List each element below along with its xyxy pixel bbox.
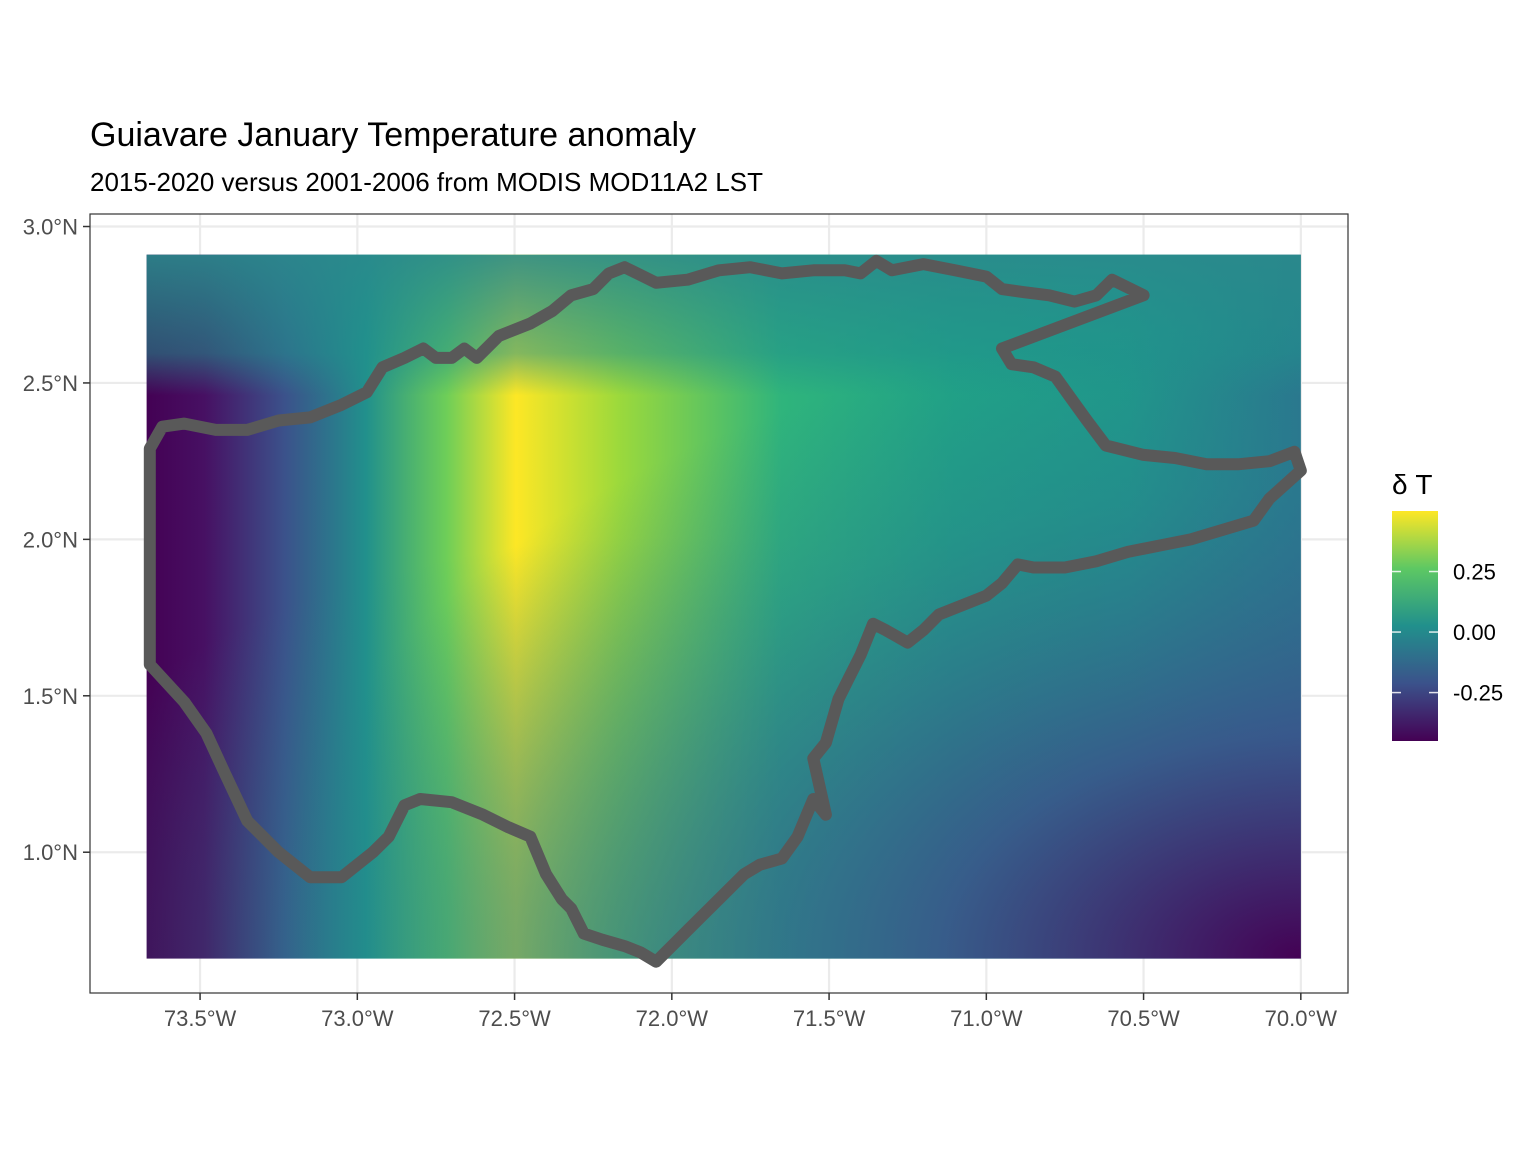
legend-tick-label: 0.25 xyxy=(1453,560,1496,585)
y-tick-label: 3.0°N xyxy=(23,215,78,240)
legend-colorbar xyxy=(1392,511,1438,741)
x-tick-label: 70.5°W xyxy=(1107,1006,1180,1031)
legend-tick-label: 0.00 xyxy=(1453,620,1496,645)
legend-tick-label: -0.25 xyxy=(1453,681,1503,706)
chart-title: Guiavare January Temperature anomaly xyxy=(90,116,697,154)
y-tick-label: 2.0°N xyxy=(23,527,78,552)
x-tick-label: 72.0°W xyxy=(636,1006,709,1031)
x-tick-label: 72.5°W xyxy=(478,1006,551,1031)
region-boundary-line xyxy=(143,254,1307,968)
y-tick-label: 2.5°N xyxy=(23,371,78,396)
x-tick-label: 73.0°W xyxy=(321,1006,394,1031)
x-axis: 73.5°W 73.0°W 72.5°W 72.0°W 71.5°W 71.0°W 70.5… xyxy=(164,993,1337,1031)
y-axis: 1.0°N 1.5°N 2.0°N 2.5°N 3.0°N xyxy=(23,215,90,865)
temperature-raster xyxy=(146,254,1301,959)
legend-title: δ T xyxy=(1392,469,1432,500)
x-tick-label: 71.0°W xyxy=(950,1006,1023,1031)
y-tick-label: 1.5°N xyxy=(23,684,78,709)
plot-panel-border xyxy=(89,213,1349,994)
legend: δ T -0.25 0.00 0.25 xyxy=(1392,469,1503,741)
x-tick-label: 70.0°W xyxy=(1265,1006,1338,1031)
y-tick-label: 1.0°N xyxy=(23,840,78,865)
x-tick-label: 71.5°W xyxy=(793,1006,866,1031)
x-tick-label: 73.5°W xyxy=(164,1006,237,1031)
chart-subtitle: 2015-2020 versus 2001-2006 from MODIS MO… xyxy=(90,167,763,197)
